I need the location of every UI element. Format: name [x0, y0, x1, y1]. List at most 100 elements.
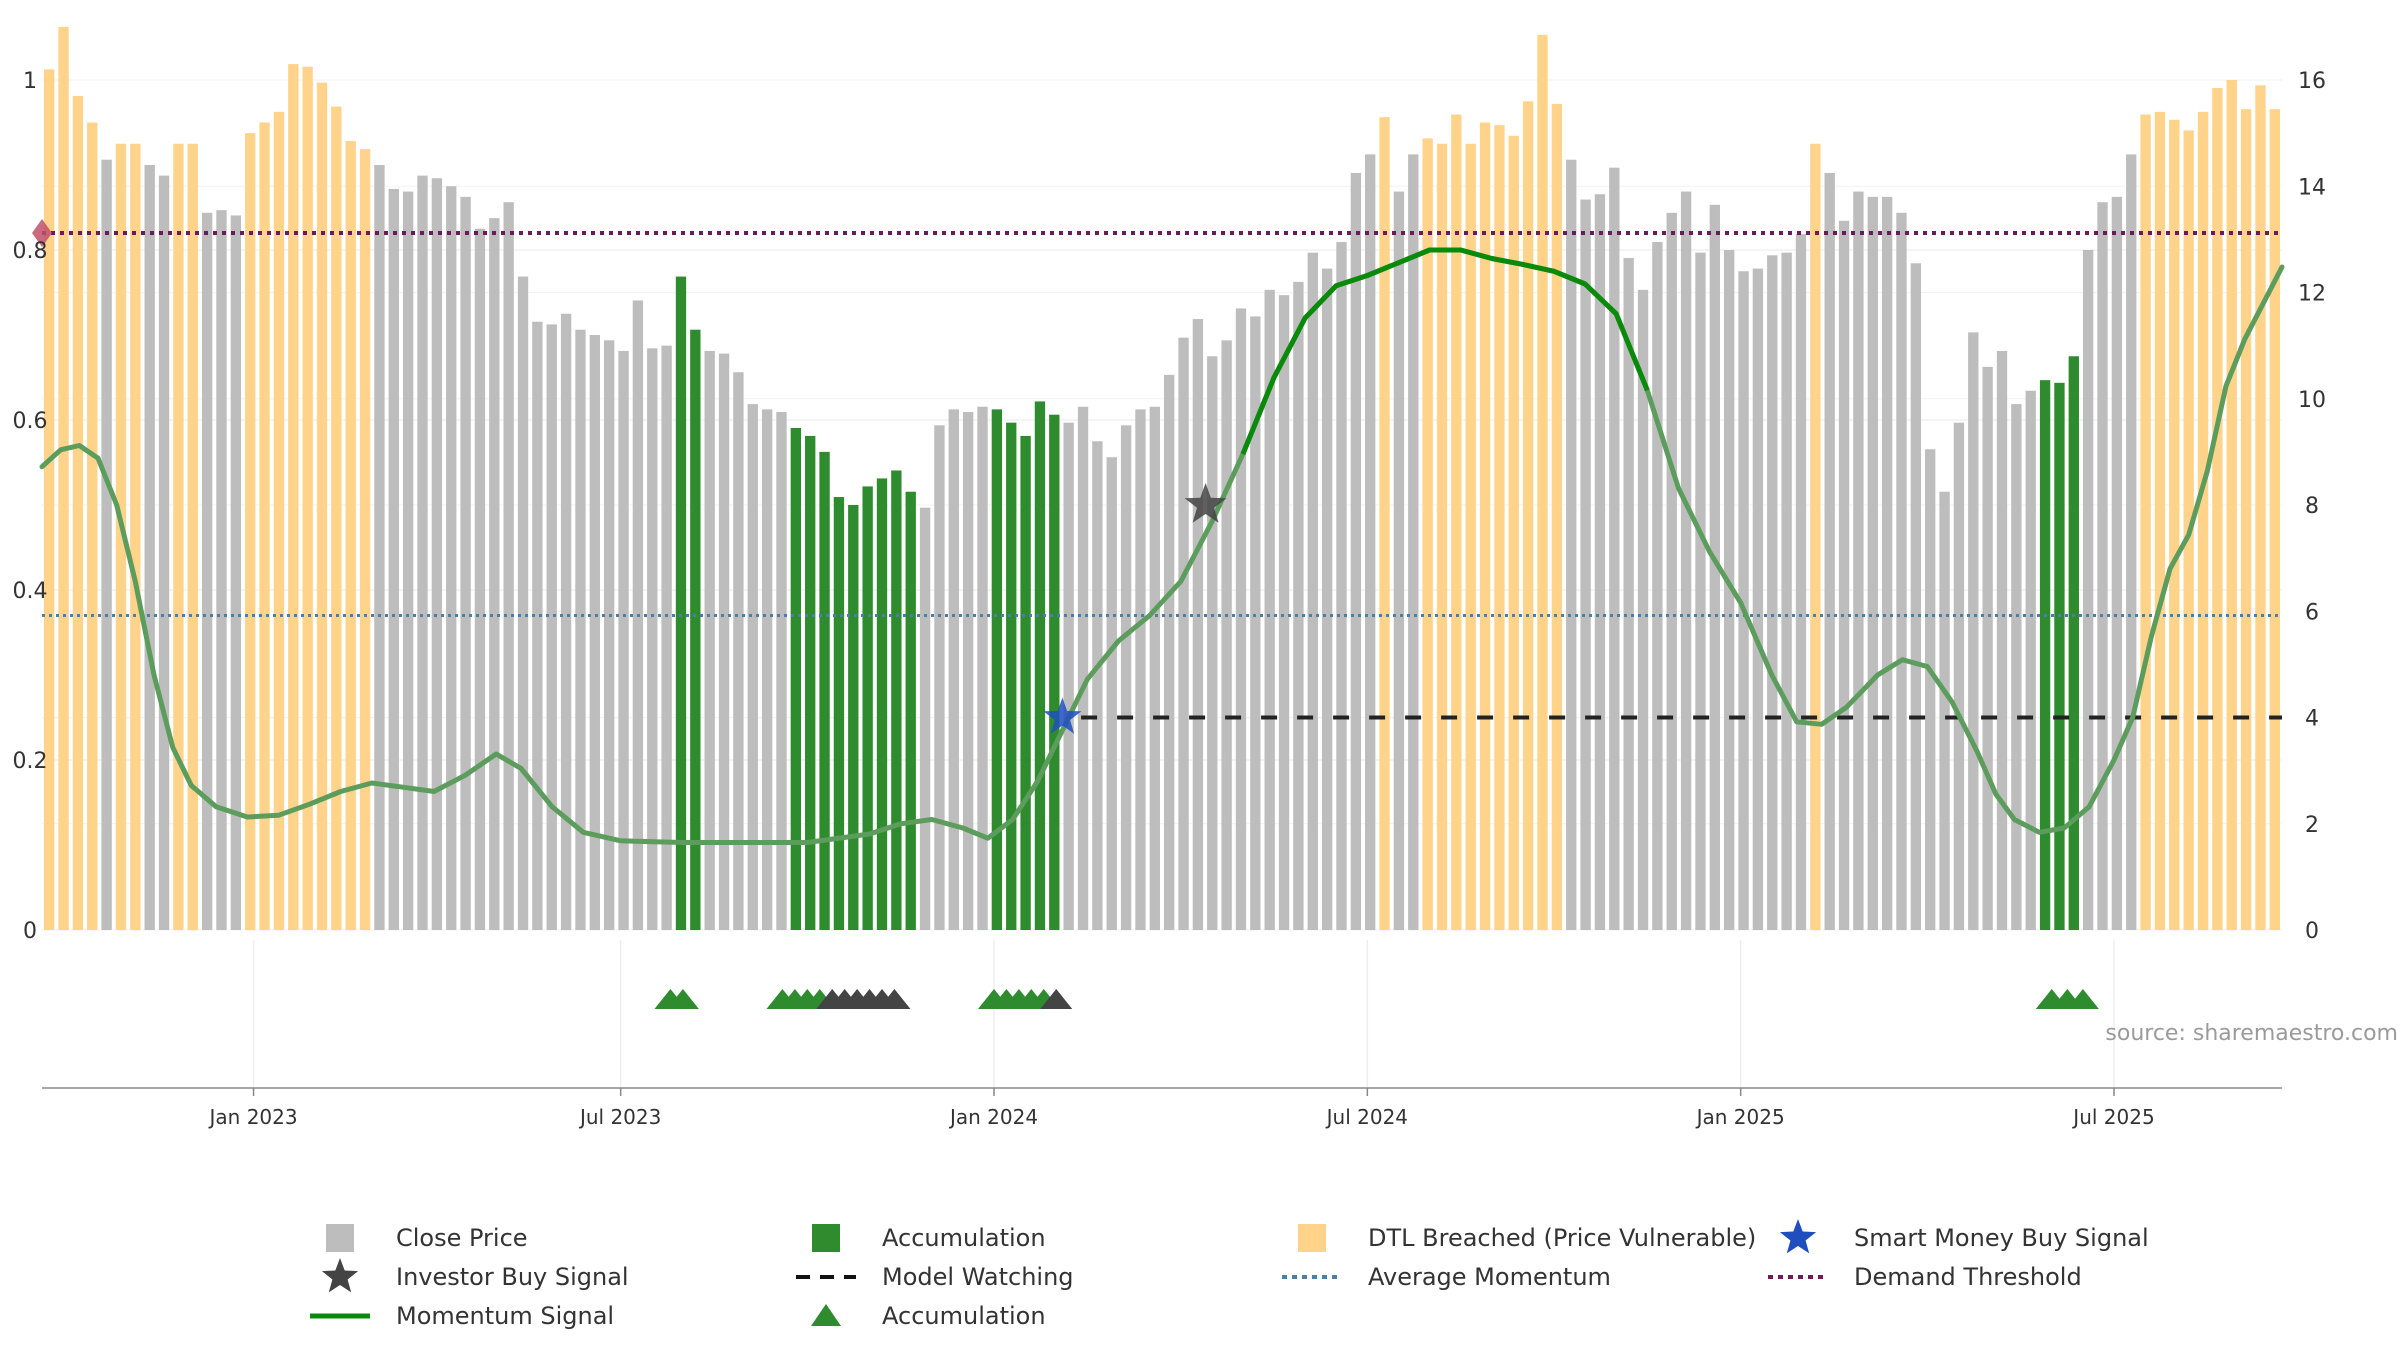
price-bar-close	[1982, 366, 1993, 930]
legend-label: DTL Breached (Price Vulnerable)	[1368, 1224, 1756, 1252]
price-bar-close	[747, 404, 758, 930]
price-bar-close	[1623, 257, 1634, 930]
price-bar-close	[1393, 191, 1405, 930]
price-bar-dtl	[1494, 125, 1505, 930]
price-bar-close	[1235, 308, 1247, 930]
price-bar-dtl	[2154, 111, 2166, 930]
momentum-signal-line	[39, 247, 2285, 845]
price-bar-close	[1063, 422, 1074, 930]
price-bar-dtl	[44, 69, 55, 930]
price-bar-close	[1709, 204, 1720, 930]
legend-swatch	[1298, 1224, 1326, 1252]
legend-triangle-icon	[811, 1304, 841, 1326]
price-bar-close	[532, 321, 543, 930]
price-bar-dtl	[2169, 119, 2180, 930]
price-bar-accumulation	[1049, 414, 1060, 930]
price-bar-close	[1996, 350, 2008, 930]
price-bar-close	[2126, 154, 2137, 930]
price-bar-close	[1307, 252, 1318, 930]
price-bar-accumulation	[862, 486, 873, 930]
accumulation-markers	[654, 989, 2099, 1009]
smart-money-buy-star	[1043, 697, 1082, 734]
price-bar-close	[2025, 390, 2036, 930]
price-bar-close	[1853, 191, 1864, 930]
price-bar-close	[1192, 319, 1204, 930]
price-bar-accumulation	[891, 470, 902, 930]
x-tick-label: Jul 2024	[1325, 1105, 1408, 1129]
price-bar-close	[1896, 212, 1907, 930]
price-bar-close	[1724, 250, 1735, 930]
price-bar-accumulation	[819, 451, 830, 930]
x-tick-label: Jul 2023	[578, 1105, 661, 1129]
price-bar-close	[546, 324, 557, 930]
price-bar-close	[388, 188, 399, 930]
price-bar-dtl	[316, 82, 328, 930]
right-tick-label: 10	[2298, 388, 2326, 413]
price-bar-close	[1594, 194, 1606, 930]
right-tick-label: 4	[2305, 707, 2319, 732]
price-bar-close	[1178, 337, 1189, 930]
price-bar-close	[618, 350, 629, 930]
price-bar-close	[604, 340, 615, 930]
price-bar-close	[1695, 252, 1706, 930]
price-bar-close	[1881, 196, 1893, 930]
buy-signals	[1043, 483, 1227, 734]
legend-label: Momentum Signal	[396, 1302, 614, 1330]
price-bar-close	[761, 409, 773, 930]
price-bar-dtl	[345, 141, 356, 930]
price-bar-dtl	[2269, 109, 2280, 930]
price-bar-close	[201, 212, 213, 930]
price-bar-close	[1135, 409, 1146, 930]
left-tick-label: 0.2	[13, 749, 48, 774]
price-bar-close	[647, 348, 658, 930]
legend-item: Model Watching	[796, 1263, 1074, 1291]
price-bar-dtl	[2140, 114, 2151, 930]
price-bar-close	[1925, 449, 1936, 930]
right-tick-label: 16	[2298, 69, 2326, 94]
price-bar-dtl	[259, 122, 270, 930]
price-bar-dtl	[2212, 87, 2223, 930]
legend-item: DTL Breached (Price Vulnerable)	[1298, 1224, 1756, 1252]
price-bar-dtl	[1810, 143, 1821, 930]
price-bar-dtl	[1451, 114, 1462, 930]
price-bar-close	[474, 228, 486, 930]
price-bar-accumulation	[2054, 382, 2065, 930]
right-tick-label: 2	[2305, 813, 2319, 838]
price-bar-dtl	[1422, 138, 1433, 930]
legend-item: Investor Buy Signal	[321, 1258, 629, 1293]
price-bar-close	[718, 353, 730, 930]
legend-item: Accumulation	[812, 1224, 1046, 1252]
price-bar-close	[144, 165, 155, 930]
price-bar-dtl	[187, 143, 198, 930]
accumulation-triangle	[666, 989, 699, 1009]
price-bar-dtl	[72, 95, 84, 930]
price-bar-close	[1824, 172, 1835, 930]
price-bar-close	[1939, 491, 1950, 930]
price-bar-dtl	[288, 64, 299, 930]
legend-item: Average Momentum	[1282, 1263, 1611, 1291]
legend-label: Demand Threshold	[1854, 1263, 2082, 1291]
price-bar-close	[560, 313, 572, 930]
price-bar-close	[503, 202, 514, 930]
price-bar-dtl	[359, 149, 371, 930]
legend-label: Model Watching	[882, 1263, 1074, 1291]
price-bar-accumulation	[905, 491, 916, 930]
price-bar-dtl	[273, 111, 285, 930]
legend-label: Investor Buy Signal	[396, 1263, 629, 1291]
left-tick-label: 0	[23, 919, 37, 944]
price-bar-accumulation	[2068, 356, 2079, 930]
price-bar-close	[417, 175, 428, 930]
price-bar-dtl	[302, 66, 313, 930]
legend-label: Smart Money Buy Signal	[1854, 1224, 2149, 1252]
price-bar-accumulation	[833, 497, 845, 930]
price-bar-close	[1408, 154, 1419, 930]
price-bar-dtl	[245, 133, 256, 930]
price-bar-close	[1781, 252, 1792, 930]
accumulation-triangle	[2066, 989, 2099, 1009]
legend-star-icon	[1779, 1219, 1817, 1254]
price-bar-close	[446, 186, 457, 930]
price-bar-accumulation	[848, 505, 859, 930]
legend-label: Average Momentum	[1368, 1263, 1611, 1291]
